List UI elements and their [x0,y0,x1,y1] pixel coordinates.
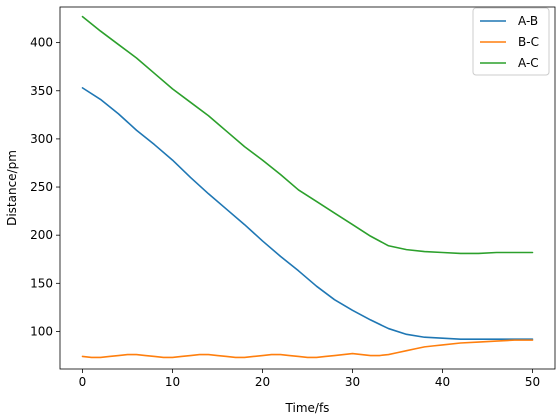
y-tick-label: 300 [30,132,53,146]
legend-label-0: A-B [518,14,538,28]
y-tick-label: 250 [30,180,53,194]
x-tick-label: 10 [165,375,180,389]
series-line-2 [81,15,534,255]
y-tick-label: 400 [30,36,53,50]
y-axis-label: Distance/pm [5,150,19,226]
legend-label-2: A-C [518,56,539,70]
legend-box [472,7,550,76]
y-tick-label: 350 [30,84,53,98]
y-tick-label: 200 [30,228,53,242]
y-tick-label: 150 [30,276,53,290]
x-tick-label: 50 [525,375,540,389]
x-tick-label: 30 [345,375,360,389]
x-tick-label: 0 [79,375,87,389]
plot-frame [59,6,556,370]
x-axis-label: Time/fs [285,401,330,415]
y-axis: 100 150 200 250 300 350 400 [30,36,60,338]
legend: A-B B-C A-C [472,7,550,76]
series-line-1 [81,339,534,359]
series-line-0 [81,87,534,340]
x-tick-label: 20 [255,375,270,389]
series-layer [81,15,534,359]
y-tick-label: 100 [30,324,53,338]
x-axis: 0 10 20 30 40 50 [79,369,540,389]
legend-label-1: B-C [518,35,539,49]
x-tick-label: 40 [435,375,450,389]
